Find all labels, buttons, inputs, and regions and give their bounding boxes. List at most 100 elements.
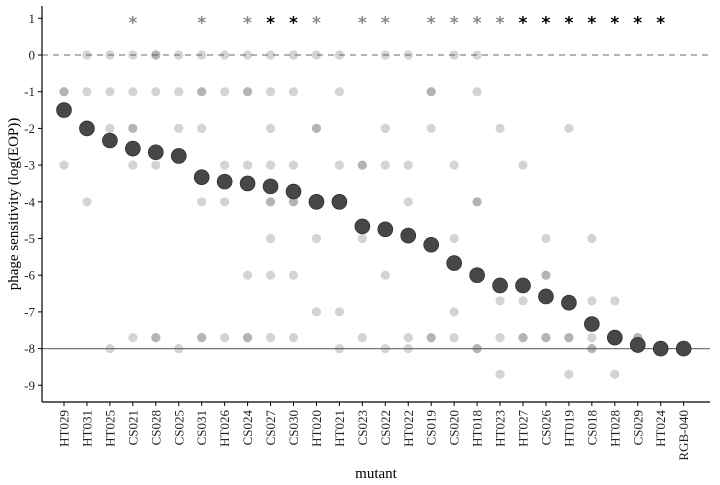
- replicate-point: [587, 332, 597, 343]
- replicate-point: [151, 50, 161, 60]
- replicate-point: [220, 197, 230, 207]
- y-tick-label: -8: [24, 341, 35, 356]
- replicate-point: [518, 332, 528, 343]
- mean-point: [400, 227, 417, 244]
- mean-point: [193, 169, 210, 186]
- replicate-point: [587, 233, 597, 244]
- mean-point: [148, 144, 164, 161]
- replicate-point: [220, 332, 230, 343]
- mean-point: [469, 267, 485, 284]
- replicate-point: [334, 344, 344, 354]
- mean-point: [446, 255, 462, 271]
- x-tick-label: CS024: [240, 410, 255, 446]
- mean-point: [561, 294, 577, 311]
- replicate-point: [265, 332, 276, 343]
- mean-point: [423, 236, 440, 253]
- replicate-point: [403, 160, 413, 170]
- replicate-point: [380, 50, 390, 60]
- replicate-point: [541, 270, 551, 280]
- replicate-point: [59, 87, 69, 97]
- replicate-point: [82, 87, 92, 97]
- replicate-point: [472, 50, 482, 60]
- replicate-point: [472, 344, 482, 354]
- replicate-point: [243, 270, 253, 280]
- replicate-point: [541, 332, 551, 343]
- y-tick-label: -4: [24, 194, 35, 209]
- significance-star: *: [358, 13, 367, 33]
- replicate-point: [243, 332, 253, 343]
- x-tick-label: CS021: [125, 410, 140, 445]
- replicate-point: [174, 123, 184, 133]
- replicate-point: [288, 50, 299, 60]
- replicate-point: [403, 197, 413, 207]
- significance-star: *: [610, 13, 619, 33]
- replicate-point: [128, 160, 138, 170]
- replicate-point: [288, 332, 299, 343]
- significance-star: *: [450, 13, 459, 33]
- replicate-point: [288, 160, 299, 170]
- replicate-point: [403, 332, 413, 343]
- replicate-point: [587, 344, 597, 354]
- replicate-point: [82, 50, 92, 60]
- replicate-point: [495, 369, 505, 379]
- replicate-point: [426, 332, 436, 343]
- replicate-point: [472, 197, 482, 207]
- replicate-point: [197, 332, 207, 343]
- replicate-point: [243, 160, 253, 170]
- replicate-point: [197, 87, 207, 97]
- y-tick-label: -1: [24, 84, 35, 99]
- replicate-point: [564, 332, 574, 343]
- mean-point: [606, 329, 623, 346]
- replicate-point: [403, 50, 413, 60]
- x-tick-label: HT018: [470, 410, 485, 447]
- mean-point: [239, 175, 256, 192]
- x-tick-label: HT028: [607, 410, 622, 447]
- x-tick-label: CS019: [424, 410, 439, 445]
- x-tick-label: HT020: [309, 410, 324, 447]
- x-axis-title: mutant: [355, 466, 397, 482]
- replicate-point: [311, 123, 322, 133]
- replicate-point: [380, 344, 390, 354]
- mean-point: [125, 140, 141, 157]
- replicate-point: [495, 296, 505, 306]
- x-tick-label: HT022: [401, 410, 416, 447]
- replicate-point: [472, 344, 482, 354]
- replicate-point: [105, 123, 115, 133]
- x-tick-label: HT026: [217, 410, 232, 447]
- replicate-point: [288, 270, 299, 280]
- replicate-point: [495, 123, 505, 133]
- replicate-point: [105, 344, 115, 354]
- replicate-point: [243, 87, 253, 97]
- replicate-point: [288, 87, 299, 97]
- replicate-point: [265, 197, 276, 207]
- replicate-point: [151, 332, 161, 343]
- x-tick-label: CS023: [355, 410, 370, 445]
- replicate-point: [564, 332, 574, 343]
- significance-star: *: [564, 13, 573, 33]
- replicate-point: [288, 197, 299, 207]
- replicate-point: [334, 50, 344, 60]
- significance-star: *: [473, 13, 482, 33]
- y-tick-label: -3: [24, 158, 35, 173]
- replicate-point: [265, 50, 276, 60]
- replicate-point: [518, 296, 528, 306]
- replicate-point: [610, 369, 620, 379]
- significance-star: *: [656, 13, 665, 33]
- mean-point: [584, 316, 600, 332]
- y-tick-label: 0: [29, 48, 36, 63]
- replicate-point: [449, 233, 459, 244]
- replicate-point: [151, 87, 161, 97]
- replicate-point: [197, 87, 207, 97]
- replicate-point: [449, 160, 459, 170]
- replicate-point: [357, 233, 367, 244]
- mean-point: [538, 288, 554, 305]
- replicate-point: [288, 197, 299, 207]
- x-tick-label: CS028: [148, 410, 163, 445]
- replicate-point: [220, 50, 230, 60]
- replicate-point: [426, 87, 436, 97]
- replicate-point: [174, 50, 184, 60]
- x-tick-label: CS026: [538, 410, 553, 446]
- replicate-point: [82, 197, 92, 207]
- replicate-point: [311, 123, 322, 133]
